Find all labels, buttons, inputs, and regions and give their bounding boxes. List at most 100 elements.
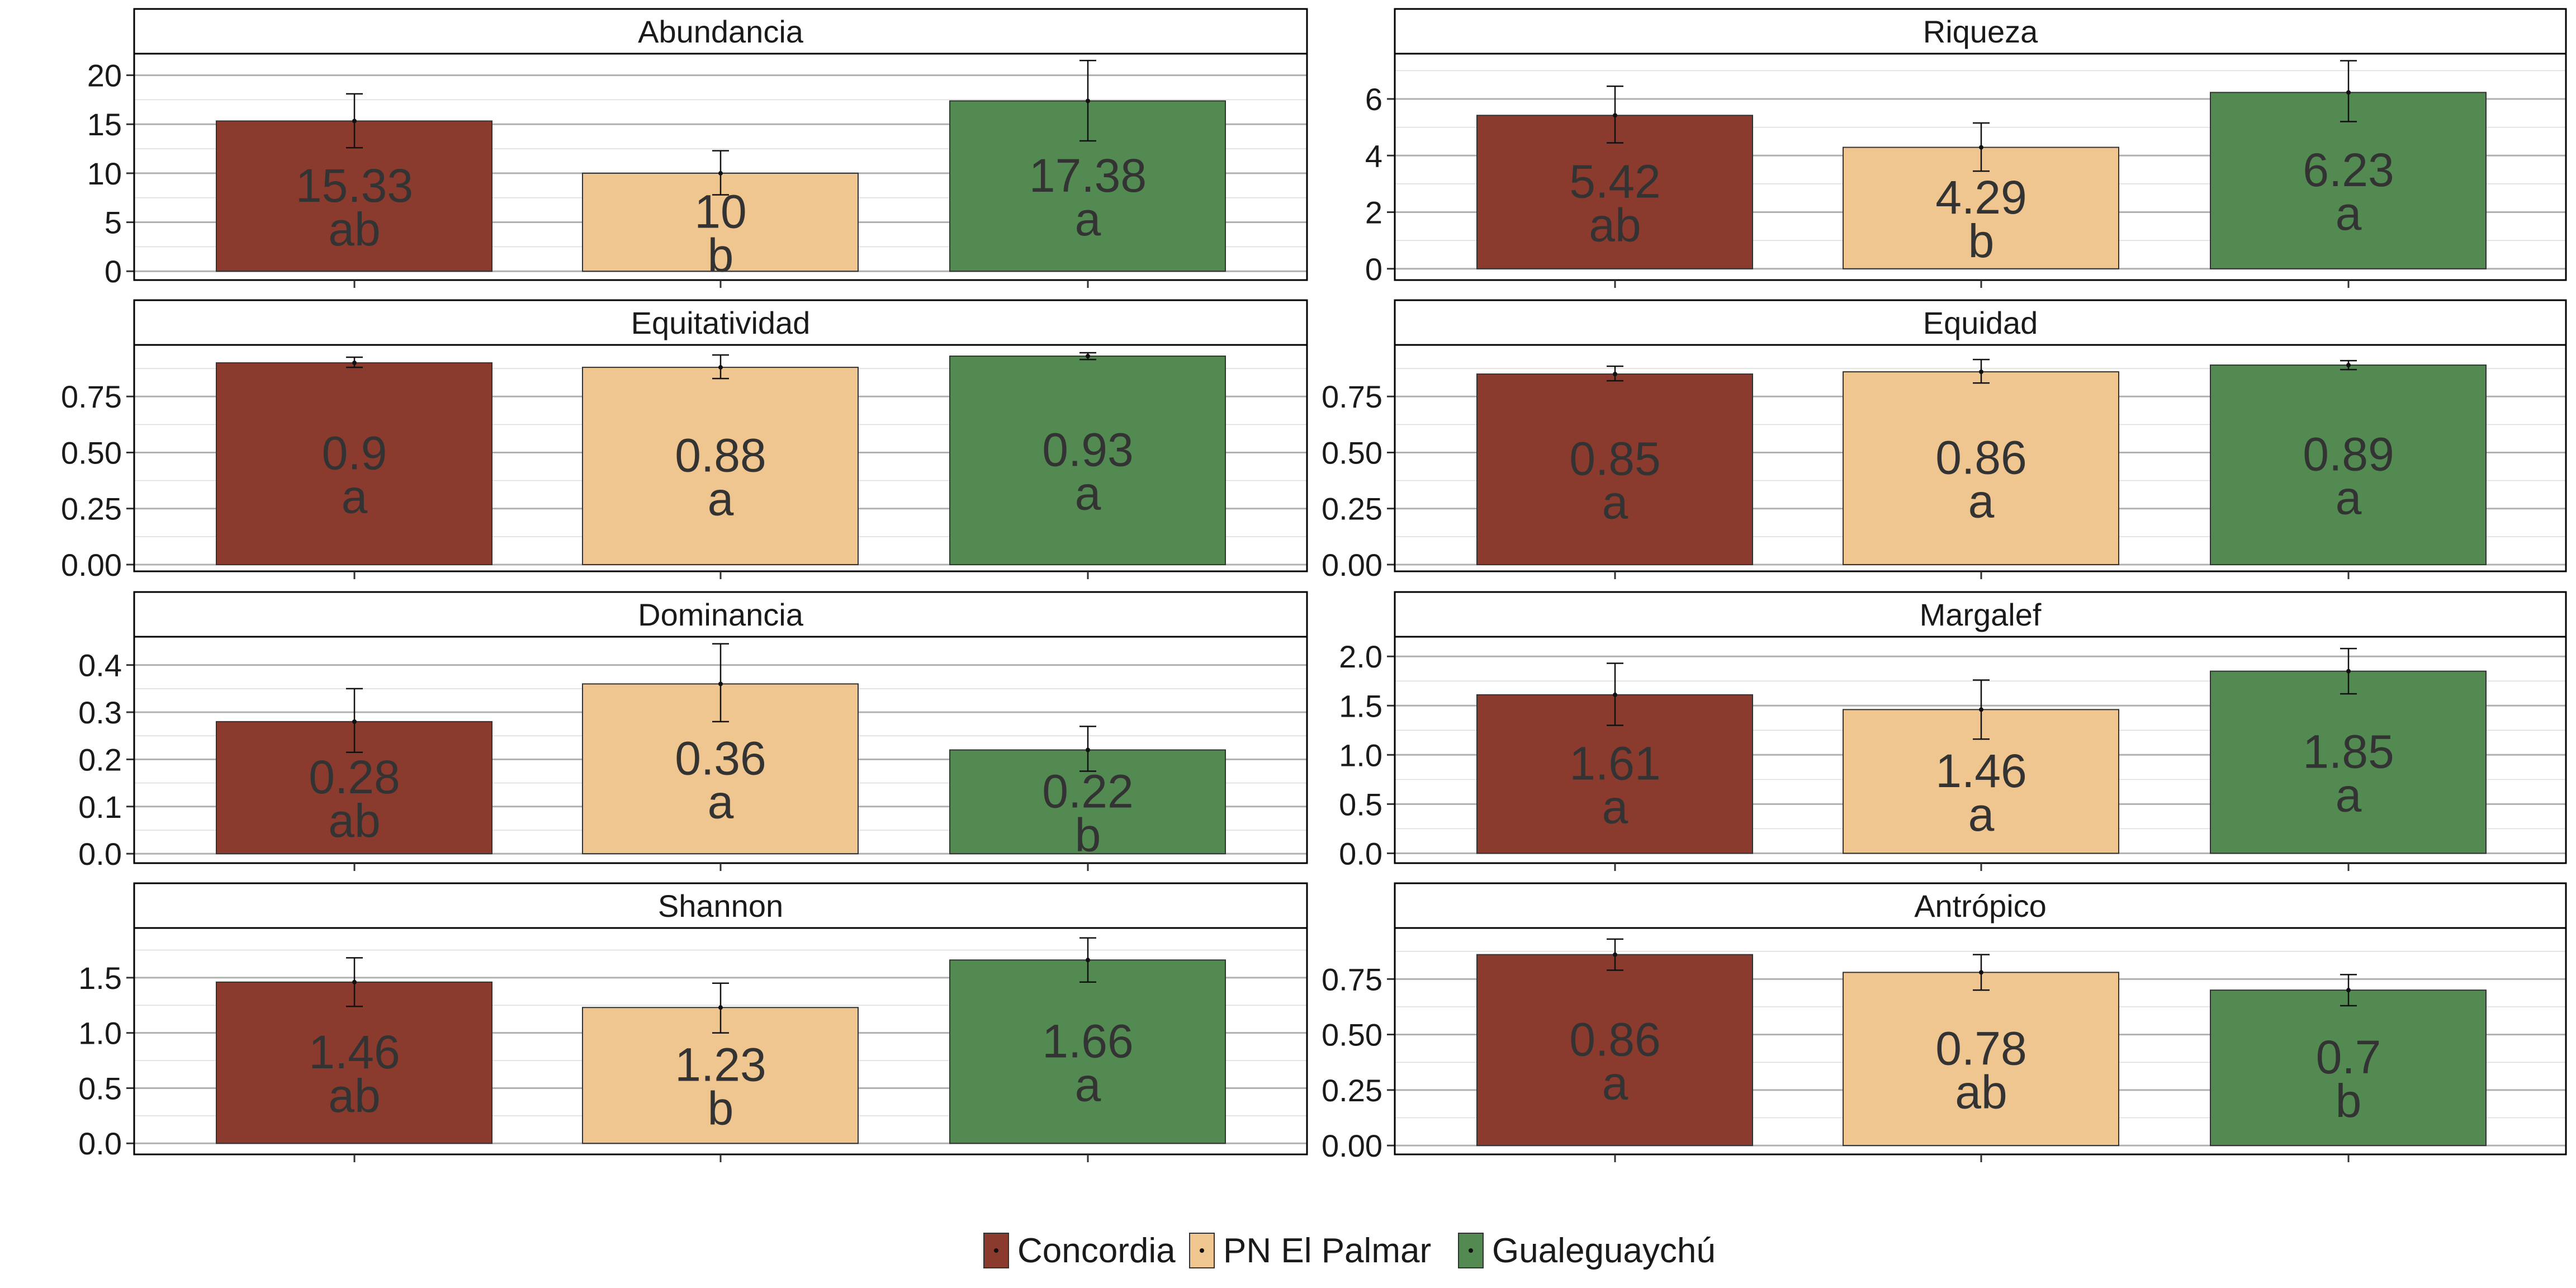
facet-title: Riqueza [1923, 14, 2038, 49]
y-tick-label: 0.3 [78, 695, 122, 730]
bar-value-label: 0.36 [675, 732, 766, 784]
y-tick-label: 4 [1365, 138, 1382, 173]
bar-value-label: 17.38 [1029, 149, 1147, 202]
bar-value-label: 0.7 [2316, 1031, 2381, 1083]
facet-title: Dominancia [638, 597, 804, 632]
y-tick-label: 0 [1365, 252, 1382, 287]
significance-letter: a [1075, 1058, 1101, 1111]
mean-point [352, 119, 357, 124]
facet-strip [1394, 591, 2567, 638]
mean-point [352, 979, 357, 984]
significance-letter: a [1602, 1057, 1628, 1109]
significance-letter: b [708, 229, 734, 282]
legend-item: Concordia [983, 1232, 1176, 1270]
bar-value-label: 1.66 [1042, 1015, 1134, 1067]
y-tick-label: 15 [87, 107, 122, 142]
y-tick-label: 0.00 [1322, 547, 1382, 583]
facet-strip [1394, 882, 2567, 929]
y-tick-label: 0 [105, 254, 122, 289]
mean-point [1979, 970, 1983, 975]
bar-value-label: 1.61 [1569, 737, 1661, 790]
significance-letter: ab [328, 794, 380, 847]
bar-value-label: 0.22 [1042, 765, 1134, 817]
bar [1476, 954, 1753, 1147]
mean-point [1979, 145, 1983, 150]
mean-point [718, 365, 723, 370]
legend-key-point [994, 1248, 998, 1253]
mean-point [2346, 363, 2351, 368]
significance-letter: ab [1589, 199, 1641, 252]
bar [949, 959, 1226, 1144]
y-tick-label: 0.5 [78, 1071, 122, 1106]
bar-value-label: 1.46 [1935, 745, 2027, 797]
y-tick-label: 0.4 [78, 648, 122, 683]
y-tick-label: 0.1 [78, 789, 122, 825]
mean-point [1613, 113, 1617, 118]
facet-title: Abundancia [638, 14, 804, 49]
legend-key-point [1200, 1248, 1204, 1253]
facet-strip [133, 299, 1308, 346]
bar [2210, 989, 2487, 1147]
facet-title: Shannon [658, 888, 783, 924]
significance-letter: b [708, 1082, 734, 1135]
bar-value-label: 0.9 [322, 427, 387, 480]
mean-point [1086, 354, 1090, 359]
facet-title: Margalef [1920, 597, 2042, 632]
y-tick-label: 0.50 [1322, 435, 1382, 470]
significance-letter: a [342, 471, 368, 523]
mean-point [1613, 692, 1617, 697]
facet-title: Antrópico [1914, 888, 2047, 924]
legend-item: PN El Palmar [1189, 1232, 1431, 1270]
mean-point [1086, 958, 1090, 963]
legend-label: Concordia [1017, 1232, 1176, 1270]
bar-value-label: 0.89 [2303, 428, 2394, 481]
y-tick-label: 1.5 [1339, 688, 1382, 723]
bar-value-label: 5.42 [1569, 155, 1661, 208]
significance-letter: a [708, 473, 734, 525]
y-tick-label: 2.0 [1339, 639, 1382, 674]
y-tick-label: 0.25 [1322, 491, 1382, 527]
facet-title: Equitatividad [631, 305, 811, 340]
y-tick-label: 0.00 [61, 547, 122, 583]
significance-letter: a [2336, 472, 2362, 524]
y-tick-label: 5 [105, 205, 122, 240]
y-tick-label: 0.50 [1322, 1017, 1382, 1053]
bar-value-label: 10 [694, 186, 746, 238]
mean-point [718, 171, 723, 176]
bar [2210, 364, 2487, 565]
facet-strip [133, 882, 1308, 929]
legend-key-point [1469, 1248, 1473, 1253]
bar-value-label: 0.86 [1569, 1013, 1661, 1066]
significance-letter: a [1968, 788, 1995, 841]
y-tick-label: 0.25 [61, 491, 122, 527]
mean-point [1086, 98, 1090, 103]
bar-value-label: 0.85 [1569, 433, 1661, 485]
mean-point [1086, 747, 1090, 752]
bar [949, 356, 1226, 565]
y-tick-label: 0.0 [78, 836, 122, 872]
significance-letter: ab [1955, 1066, 2007, 1118]
y-tick-label: 0.75 [1322, 962, 1382, 997]
y-tick-label: 0.2 [78, 742, 122, 777]
significance-letter: ab [328, 203, 380, 255]
mean-point [2346, 669, 2351, 674]
bar [216, 981, 493, 1144]
y-tick-label: 2 [1365, 195, 1382, 230]
significance-letter: a [708, 775, 734, 828]
significance-letter: b [1075, 808, 1101, 861]
bar-value-label: 15.33 [296, 159, 413, 212]
y-tick-label: 20 [87, 58, 122, 93]
y-tick-label: 0.75 [61, 379, 122, 414]
bar [1843, 972, 2119, 1147]
bar-value-label: 1.85 [2303, 726, 2394, 778]
mean-point [2346, 90, 2351, 95]
mean-point [2346, 988, 2351, 993]
significance-letter: ab [328, 1069, 380, 1122]
significance-letter: a [2336, 187, 2362, 240]
facet-strip [1394, 299, 2567, 346]
mean-point [1613, 952, 1617, 957]
facet-strip [133, 591, 1308, 638]
